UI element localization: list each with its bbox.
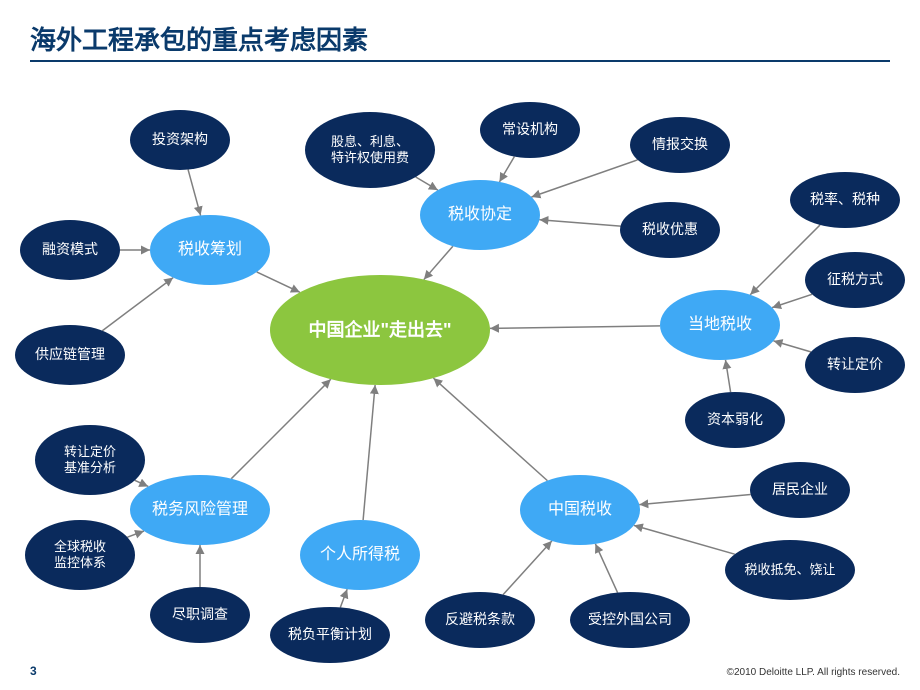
- node-tax-risk: 税务风险管理: [130, 475, 270, 545]
- node-dd: 尽职调查: [150, 587, 250, 643]
- node-rate-type: 税率、税种: [790, 172, 900, 228]
- node-invest-struct: 投资架构: [130, 110, 230, 170]
- copyright: ©2010 Deloitte LLP. All rights reserved.: [727, 667, 900, 678]
- node-credit: 税收抵免、饶让: [725, 540, 855, 600]
- node-individual-tax: 个人所得税: [300, 520, 420, 590]
- node-tp-benchmark: 转让定价基准分析: [35, 425, 145, 495]
- title-underline: [30, 60, 890, 62]
- node-local-tax: 当地税收: [660, 290, 780, 360]
- node-resident: 居民企业: [750, 462, 850, 518]
- node-tax-treaty: 税收协定: [420, 180, 540, 250]
- node-tax-method: 征税方式: [805, 252, 905, 308]
- node-supply-chain: 供应链管理: [15, 325, 125, 385]
- node-pe: 常设机构: [480, 102, 580, 158]
- page-number: 3: [30, 664, 37, 678]
- node-tax-incentive: 税收优惠: [620, 202, 720, 258]
- node-financing: 融资模式: [20, 220, 120, 280]
- node-anti-avoid: 反避税条款: [425, 592, 535, 648]
- node-tax-planning: 税收筹划: [150, 215, 270, 285]
- node-thin-cap: 资本弱化: [685, 392, 785, 448]
- node-dividend: 股息、利息、特许权使用费: [305, 112, 435, 188]
- node-tp: 转让定价: [805, 337, 905, 393]
- node-info-exchange: 情报交换: [630, 117, 730, 173]
- node-center: 中国企业"走出去": [270, 275, 490, 385]
- node-cfc: 受控外国公司: [570, 592, 690, 648]
- page-title: 海外工程承包的重点考虑因素: [30, 20, 368, 57]
- node-equalization: 税负平衡计划: [270, 607, 390, 663]
- node-global-monitor: 全球税收监控体系: [25, 520, 135, 590]
- node-china-tax: 中国税收: [520, 475, 640, 545]
